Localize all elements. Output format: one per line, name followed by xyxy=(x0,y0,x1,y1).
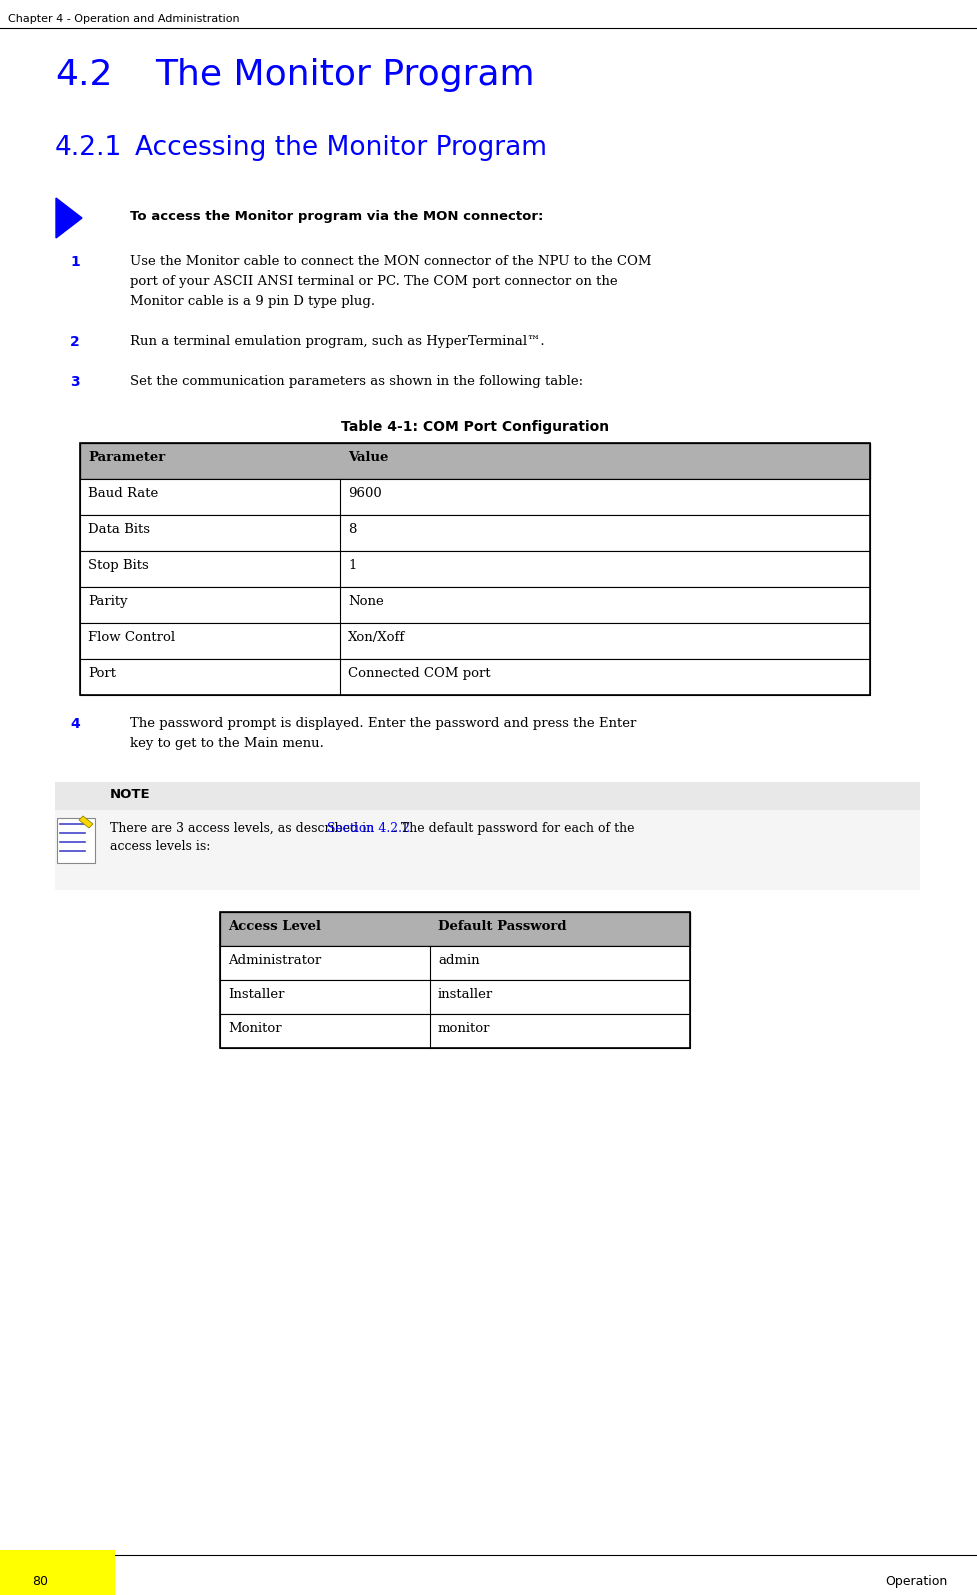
Text: Data Bits: Data Bits xyxy=(88,523,150,536)
Text: Parity: Parity xyxy=(88,595,128,608)
Text: Monitor: Monitor xyxy=(228,1022,281,1035)
Polygon shape xyxy=(79,817,93,828)
Text: 8: 8 xyxy=(348,523,357,536)
Bar xyxy=(57,818,95,863)
Text: access levels is:: access levels is: xyxy=(110,841,210,853)
Text: Table 4-1: COM Port Configuration: Table 4-1: COM Port Configuration xyxy=(341,419,609,434)
Text: monitor: monitor xyxy=(438,1022,490,1035)
Text: Operation: Operation xyxy=(885,1574,947,1589)
Text: NOTE: NOTE xyxy=(110,788,150,801)
Text: Parameter: Parameter xyxy=(88,451,165,464)
Bar xyxy=(80,624,870,659)
Bar xyxy=(80,443,870,695)
Bar xyxy=(80,659,870,695)
Bar xyxy=(220,912,690,946)
Text: . The default password for each of the: . The default password for each of the xyxy=(393,821,634,836)
Polygon shape xyxy=(56,198,82,238)
Text: 4.2: 4.2 xyxy=(55,57,112,93)
Text: 1: 1 xyxy=(70,255,80,270)
Text: To access the Monitor program via the MON connector:: To access the Monitor program via the MO… xyxy=(130,211,543,223)
Bar xyxy=(0,1550,115,1595)
Bar xyxy=(80,587,870,624)
Text: None: None xyxy=(348,595,384,608)
Bar xyxy=(220,1014,690,1048)
Text: 9600: 9600 xyxy=(348,486,382,499)
Text: The Monitor Program: The Monitor Program xyxy=(155,57,534,93)
Text: Connected COM port: Connected COM port xyxy=(348,667,490,679)
Bar xyxy=(220,912,690,1048)
Text: Flow Control: Flow Control xyxy=(88,632,175,644)
Text: port of your ASCII ANSI terminal or PC. The COM port connector on the: port of your ASCII ANSI terminal or PC. … xyxy=(130,274,617,289)
Text: 3: 3 xyxy=(70,375,79,389)
Text: Default Password: Default Password xyxy=(438,920,567,933)
Text: 2: 2 xyxy=(70,335,80,349)
Text: Set the communication parameters as shown in the following table:: Set the communication parameters as show… xyxy=(130,375,583,388)
Bar xyxy=(80,443,870,478)
Text: The password prompt is displayed. Enter the password and press the Enter: The password prompt is displayed. Enter … xyxy=(130,718,636,731)
Text: Section 4.2.2: Section 4.2.2 xyxy=(327,821,410,836)
Text: Run a terminal emulation program, such as HyperTerminal™.: Run a terminal emulation program, such a… xyxy=(130,335,544,348)
Text: Administrator: Administrator xyxy=(228,954,321,967)
Bar xyxy=(55,782,920,810)
Text: Access Level: Access Level xyxy=(228,920,321,933)
Text: 4: 4 xyxy=(70,718,80,731)
Bar xyxy=(55,810,920,890)
Text: Baud Rate: Baud Rate xyxy=(88,486,158,499)
Text: Use the Monitor cable to connect the MON connector of the NPU to the COM: Use the Monitor cable to connect the MON… xyxy=(130,255,652,268)
Text: Value: Value xyxy=(348,451,389,464)
Text: 4.2.1: 4.2.1 xyxy=(55,136,122,161)
Bar xyxy=(80,550,870,587)
Text: Stop Bits: Stop Bits xyxy=(88,558,149,573)
Text: 1: 1 xyxy=(348,558,357,573)
Bar xyxy=(220,979,690,1014)
Text: admin: admin xyxy=(438,954,480,967)
Text: Installer: Installer xyxy=(228,987,284,1002)
Text: Monitor cable is a 9 pin D type plug.: Monitor cable is a 9 pin D type plug. xyxy=(130,295,375,308)
Text: installer: installer xyxy=(438,987,493,1002)
Text: Accessing the Monitor Program: Accessing the Monitor Program xyxy=(135,136,547,161)
Bar xyxy=(80,515,870,550)
Text: key to get to the Main menu.: key to get to the Main menu. xyxy=(130,737,323,750)
Text: There are 3 access levels, as described in: There are 3 access levels, as described … xyxy=(110,821,378,836)
Bar xyxy=(80,478,870,515)
Text: Chapter 4 - Operation and Administration: Chapter 4 - Operation and Administration xyxy=(8,14,239,24)
Text: Xon/Xoff: Xon/Xoff xyxy=(348,632,405,644)
Bar xyxy=(220,946,690,979)
Text: Port: Port xyxy=(88,667,116,679)
Text: 80: 80 xyxy=(32,1574,48,1589)
